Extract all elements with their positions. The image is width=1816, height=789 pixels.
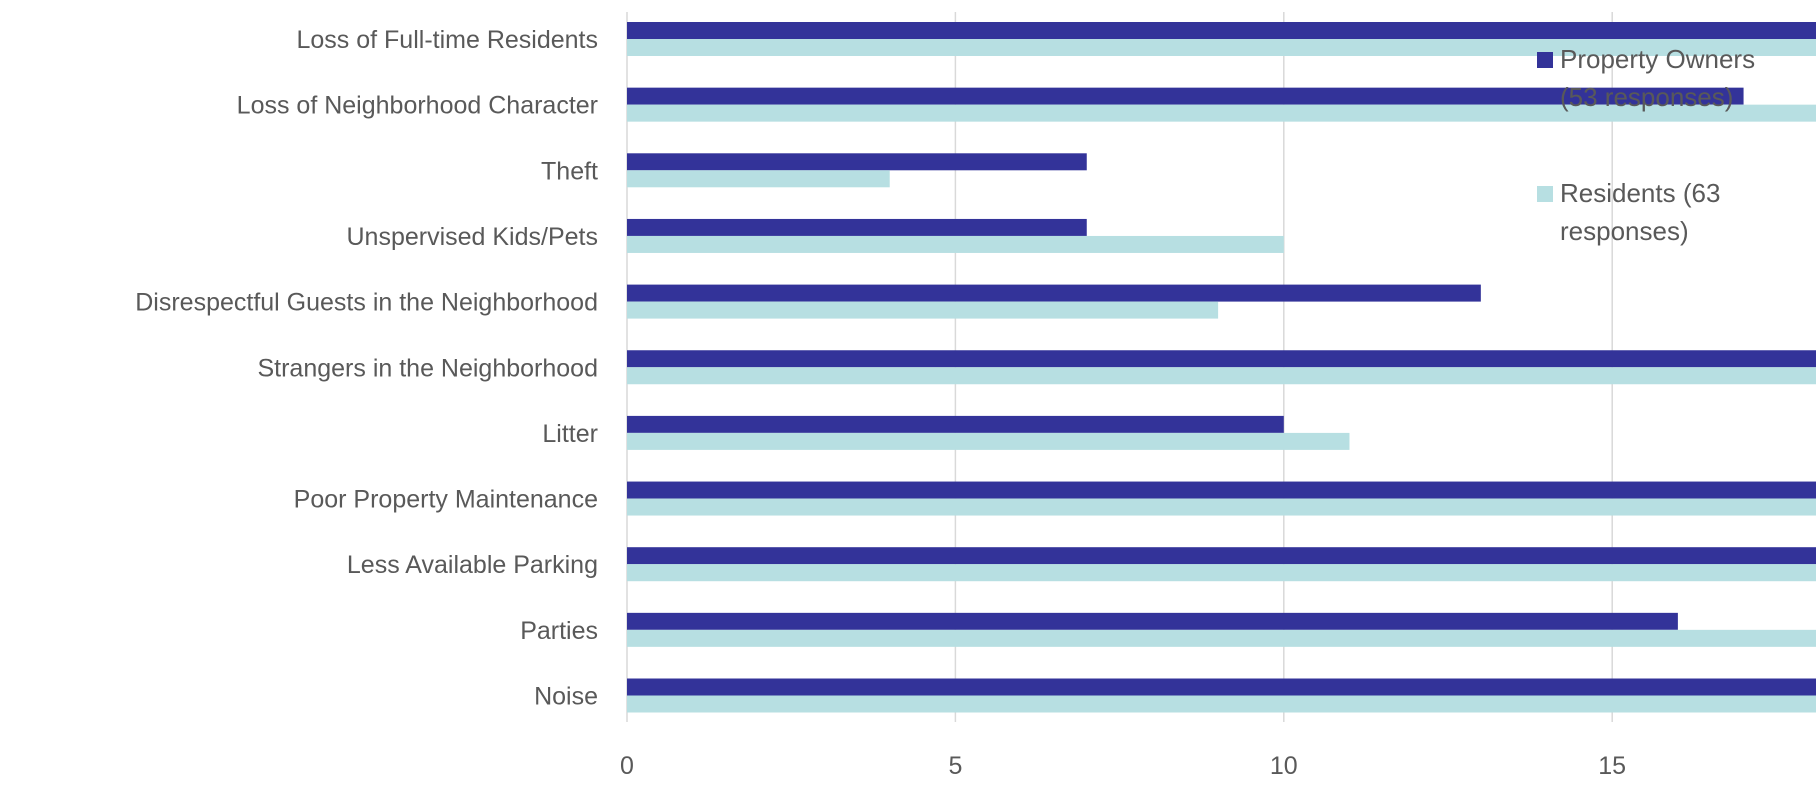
x-tick-label: 0: [620, 752, 634, 780]
x-tick-label: 10: [1270, 752, 1298, 780]
legend-swatch-residents: [1537, 186, 1553, 202]
bar-residents: [627, 104, 1816, 122]
x-tick-label: 5: [948, 752, 962, 780]
legend-line: responses): [1560, 216, 1689, 246]
legend-line: Residents (63: [1560, 178, 1720, 208]
category-label: Theft: [541, 157, 598, 185]
bar-property-owners: [627, 22, 1816, 39]
bars: [627, 22, 1816, 713]
category-label: Less Available Parking: [347, 551, 598, 579]
bar-residents: [627, 564, 1816, 582]
legend-swatch-property-owners: [1537, 52, 1553, 68]
x-tick-label: 15: [1598, 752, 1626, 780]
bar-property-owners: [627, 547, 1816, 565]
bar-property-owners: [627, 612, 1678, 630]
category-label: Loss of Neighborhood Character: [237, 92, 598, 120]
category-label: Unspervised Kids/Pets: [346, 223, 598, 251]
category-label: Disrespectful Guests in the Neighborhood: [135, 289, 598, 317]
category-label: Loss of Full-time Residents: [296, 26, 598, 54]
legend-label-property-owners: Property Owners (53 responses): [1560, 44, 1755, 112]
bar-residents: [627, 629, 1816, 647]
bar-residents: [627, 301, 1219, 319]
bar-residents: [627, 39, 1816, 56]
category-labels: Loss of Full-time Residents Loss of Neigh…: [135, 26, 598, 711]
bar-property-owners: [627, 350, 1816, 368]
category-label: Litter: [542, 420, 598, 448]
category-label: Strangers in the Neighborhood: [257, 354, 598, 382]
bar-property-owners: [627, 415, 1284, 433]
bar-property-owners: [627, 284, 1481, 302]
x-tick-labels: 05101520253035: [620, 752, 1626, 780]
legend: Property Owners (53 responses) Residents (…: [1537, 44, 1755, 246]
bar-property-owners: [627, 87, 1744, 105]
bar-residents: [627, 695, 1816, 713]
bar-residents: [627, 367, 1816, 385]
legend-line: Property Owners: [1560, 44, 1755, 74]
bar-residents: [627, 498, 1816, 516]
category-label: Poor Property Maintenance: [294, 486, 598, 514]
bar-property-owners: [627, 481, 1816, 499]
legend-line: (53 responses): [1560, 82, 1733, 112]
bar-residents: [627, 432, 1350, 450]
bar-residents: [627, 235, 1284, 253]
legend-label-residents: Residents (63 responses): [1560, 178, 1720, 246]
bar-property-owners: [627, 218, 1087, 236]
bar-residents: [627, 170, 890, 188]
category-label: Parties: [520, 617, 598, 645]
category-label: Noise: [534, 683, 598, 711]
bar-property-owners: [627, 678, 1816, 696]
bar-property-owners: [627, 153, 1087, 171]
